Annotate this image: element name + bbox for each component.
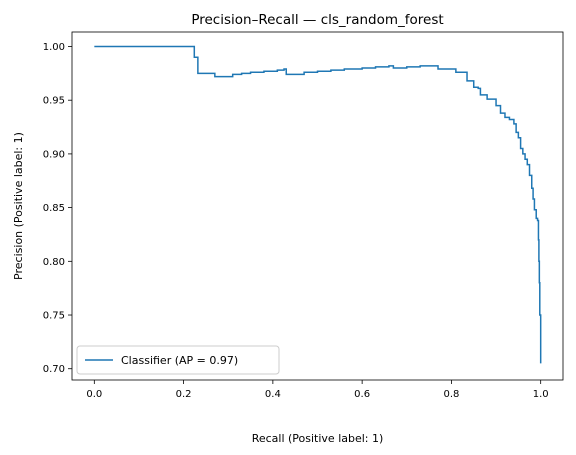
x-axis-label: Recall (Positive label: 1) bbox=[252, 432, 384, 445]
y-tick-label: 0.90 bbox=[43, 149, 65, 160]
plot-frame bbox=[71, 31, 564, 381]
y-axis-label: Precision (Positive label: 1) bbox=[12, 132, 25, 280]
y-tick-label: 0.75 bbox=[43, 311, 65, 322]
x-tick-label: 0.6 bbox=[354, 389, 370, 400]
legend: Classifier (AP = 0.97) bbox=[76, 345, 280, 375]
x-axis: 0.0 0.2 0.4 0.6 0.8 1.0 bbox=[86, 380, 549, 400]
y-tick-label: 0.80 bbox=[43, 257, 65, 268]
y-tick-label: 1.00 bbox=[43, 42, 65, 53]
plot-area bbox=[71, 31, 564, 381]
x-tick-label: 0.2 bbox=[176, 389, 192, 400]
x-tick-label: 1.0 bbox=[533, 389, 549, 400]
series-line bbox=[94, 45, 542, 364]
chart-title: Precision–Recall — cls_random_forest bbox=[191, 12, 443, 28]
y-tick-label: 0.85 bbox=[43, 203, 65, 214]
x-tick-label: 0.8 bbox=[443, 389, 459, 400]
y-axis: 0.70 0.75 0.80 0.85 0.90 0.95 1.00 bbox=[43, 42, 72, 375]
y-tick-label: 0.70 bbox=[43, 364, 65, 375]
x-tick-label: 0.0 bbox=[86, 389, 102, 400]
legend-label: Classifier (AP = 0.97) bbox=[121, 354, 238, 367]
legend-box bbox=[76, 345, 280, 375]
y-tick-label: 0.95 bbox=[43, 96, 65, 107]
x-tick-label: 0.4 bbox=[265, 389, 281, 400]
